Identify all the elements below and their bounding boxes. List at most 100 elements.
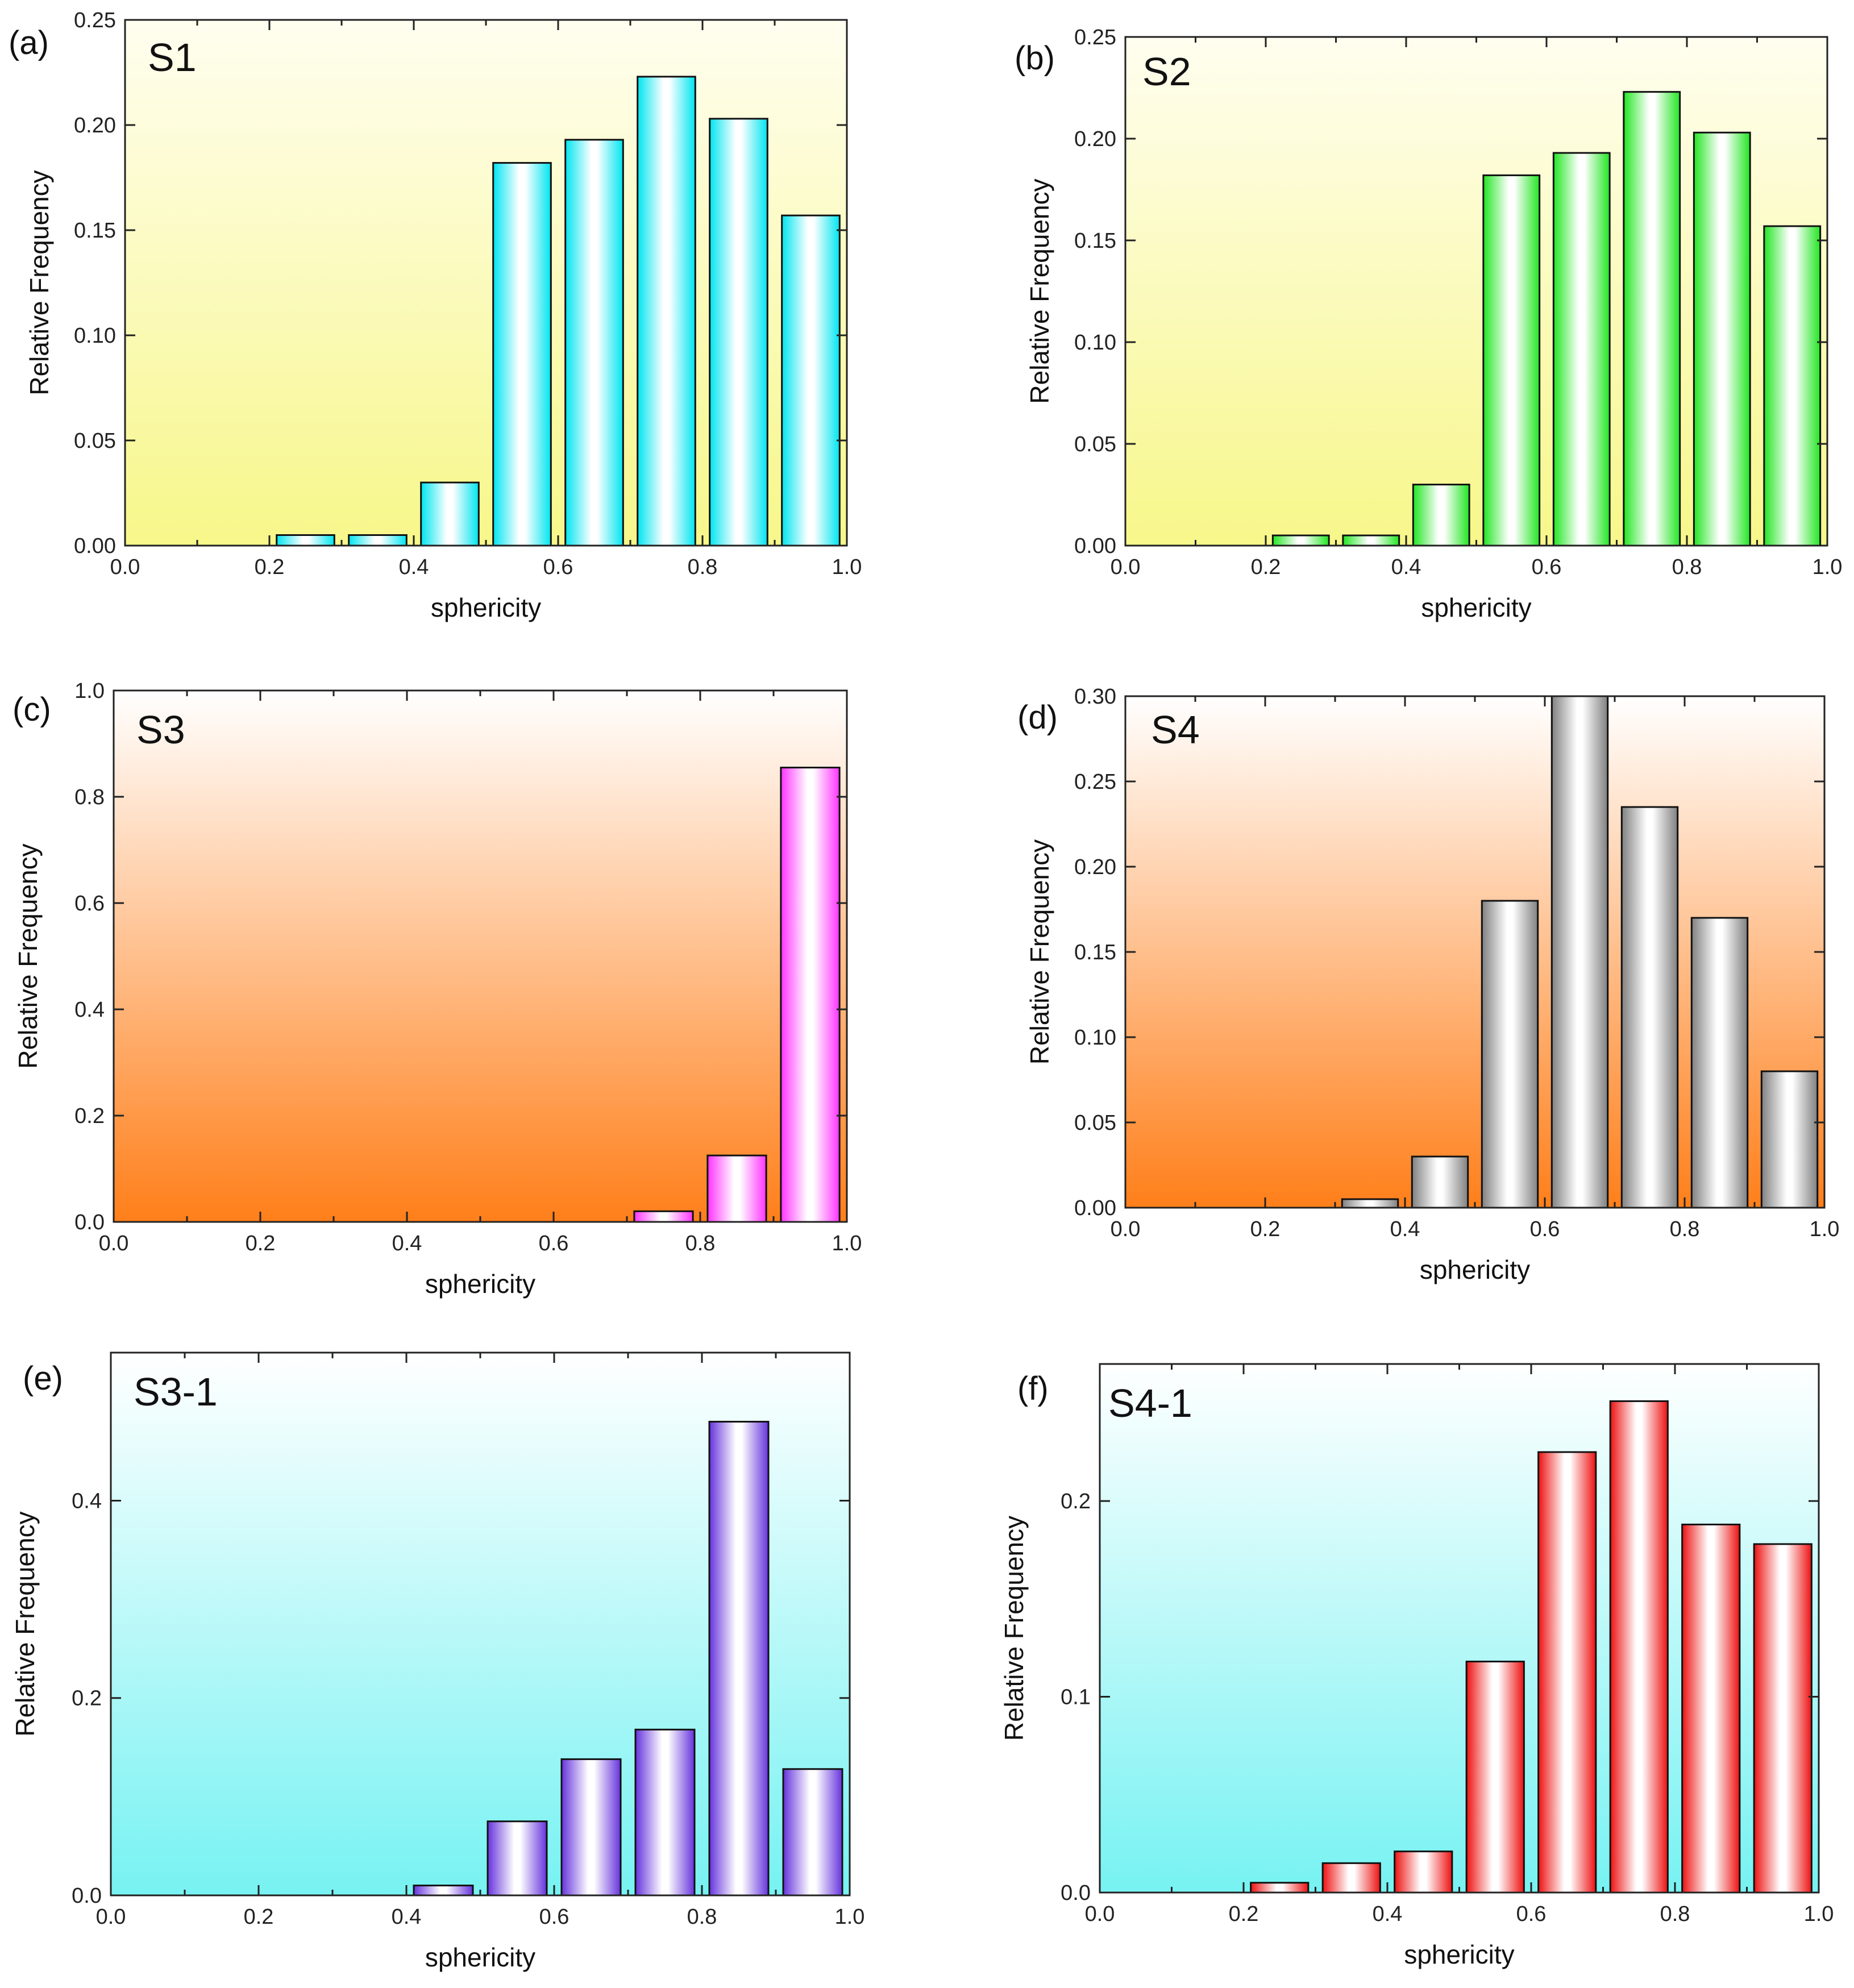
histogram-bar <box>781 214 841 547</box>
x-tick-label: 0.6 <box>539 1905 569 1929</box>
x-tick-label: 0.2 <box>244 1905 274 1929</box>
y-tick-label: 0.00 <box>74 534 116 558</box>
y-axis-label: Relative Frequency <box>24 170 54 395</box>
histogram-bar <box>633 1210 694 1223</box>
x-axis-label: sphericity <box>1404 1940 1514 1969</box>
histogram-bar <box>420 481 480 547</box>
y-tick-label: 1.0 <box>74 679 105 703</box>
x-tick-label: 0.8 <box>687 1905 717 1929</box>
x-tick-label: 1.0 <box>835 1905 865 1929</box>
panel-title: S2 <box>1142 49 1191 94</box>
chart-panel: 0.0 0.2 0.4 0.6 0.8 1.0 0.00 0.05 0.10 0.15 0.20 0.… <box>9 9 862 622</box>
histogram-bar <box>1763 225 1822 547</box>
y-tick-label: 0.4 <box>72 1489 102 1513</box>
x-tick-label: 0.4 <box>1373 1902 1403 1926</box>
x-tick-label: 0.2 <box>1251 555 1281 579</box>
x-axis-label: sphericity <box>1420 1255 1530 1284</box>
y-tick-label: 0.1 <box>1061 1686 1091 1710</box>
y-tick-label: 0.15 <box>1074 941 1116 964</box>
histogram-bar <box>1271 534 1330 547</box>
histogram-bar <box>348 534 408 547</box>
y-tick-label: 0.20 <box>1074 127 1116 151</box>
panel-title: S1 <box>148 35 197 80</box>
x-axis-label: sphericity <box>1421 593 1531 622</box>
x-tick-label: 1.0 <box>1810 1217 1840 1241</box>
x-tick-label: 0.4 <box>399 555 429 579</box>
histogram-bar <box>1465 1661 1525 1894</box>
y-tick-label: 0.0 <box>74 1211 105 1234</box>
x-tick-label: 0.4 <box>392 1232 422 1255</box>
x-tick-label: 0.2 <box>1229 1902 1259 1926</box>
y-tick-label: 0.0 <box>72 1884 102 1908</box>
y-axis-label: Relative Frequency <box>10 1511 40 1736</box>
histogram-bar <box>560 1758 622 1896</box>
y-tick-label: 0.05 <box>74 429 116 453</box>
y-axis-label: Relative Frequency <box>1025 178 1054 404</box>
y-tick-label: 0.10 <box>74 324 116 348</box>
panel-title: S3 <box>136 708 185 752</box>
x-tick-label: 0.2 <box>246 1232 276 1255</box>
histogram-bar <box>1753 1543 1813 1894</box>
histogram-bar <box>1411 1155 1469 1209</box>
y-tick-label: 0.2 <box>72 1687 102 1711</box>
histogram-bar <box>1482 174 1541 547</box>
y-tick-label: 0.00 <box>1074 534 1116 558</box>
x-tick-label: 1.0 <box>1813 555 1843 579</box>
x-tick-label: 0.6 <box>539 1232 569 1255</box>
y-tick-label: 0.15 <box>1074 229 1116 253</box>
x-tick-label: 0.6 <box>543 555 573 579</box>
histogram-bar <box>709 118 768 547</box>
histogram-bar <box>1342 534 1400 547</box>
y-tick-label: 0.00 <box>1074 1196 1116 1220</box>
x-tick-label: 0.6 <box>1532 555 1562 579</box>
x-tick-label: 0.0 <box>1111 555 1141 579</box>
y-axis-label: Relative Frequency <box>1025 839 1054 1064</box>
histogram-bar <box>706 1154 767 1223</box>
histogram-bar <box>634 1728 696 1896</box>
histogram-bar <box>637 76 696 547</box>
y-tick-label: 0.6 <box>74 892 105 916</box>
histogram-bar <box>1681 1523 1741 1894</box>
y-tick-label: 0.0 <box>1061 1881 1091 1905</box>
y-tick-label: 0.10 <box>1074 1026 1116 1050</box>
x-axis-label: sphericity <box>425 1943 535 1972</box>
y-axis-label: Relative Frequency <box>13 843 43 1068</box>
y-tick-label: 0.25 <box>1074 26 1116 49</box>
histogram-bar <box>276 534 335 547</box>
histogram-bar <box>1552 152 1611 547</box>
y-tick-label: 0.2 <box>74 1104 105 1128</box>
histogram-bar <box>1321 1862 1381 1894</box>
panel-letter: (c) <box>13 691 51 728</box>
y-tick-label: 0.4 <box>74 998 105 1022</box>
chart-panel: 0.0 0.2 0.4 0.6 0.8 1.0 0.00 0.05 0.10 0.15 0.20 0.… <box>1015 26 1842 622</box>
chart-panel: 0.0 0.2 0.4 0.6 0.8 1.00.00.20.4sphericityRel… <box>10 1351 865 1972</box>
x-tick-label: 0.0 <box>110 555 140 579</box>
histogram-bar <box>1394 1850 1453 1894</box>
panel-letter: (a) <box>9 24 49 61</box>
panel-letter: (b) <box>1015 40 1055 77</box>
chart-panel: 0.0 0.2 0.4 0.6 0.8 1.0 0.0 0.1 0.2 sphericity Rel… <box>999 1363 1834 1969</box>
x-tick-label: 0.8 <box>685 1232 716 1255</box>
y-tick-label: 0.30 <box>1074 685 1116 709</box>
x-tick-label: 0.0 <box>1111 1217 1141 1241</box>
y-tick-label: 0.25 <box>74 9 116 32</box>
panel-title: S3-1 <box>134 1370 218 1414</box>
x-tick-label: 0.2 <box>255 555 285 579</box>
histogram-bar <box>413 1885 474 1896</box>
y-tick-label: 0.15 <box>74 219 116 243</box>
x-tick-label: 0.0 <box>96 1905 126 1929</box>
histogram-bar <box>1550 695 1609 1209</box>
x-tick-label: 0.6 <box>1530 1217 1560 1241</box>
histogram-bar <box>492 162 552 547</box>
y-tick-label: 0.05 <box>1074 1111 1116 1135</box>
x-tick-label: 0.8 <box>1660 1902 1690 1926</box>
x-tick-label: 0.8 <box>1672 555 1702 579</box>
x-axis-label: sphericity <box>425 1269 535 1299</box>
chart-panel: 0.0 0.2 0.4 0.6 0.8 1.0 0.00 0.05 0.10 0.15 0.20 0.… <box>1017 685 1839 1284</box>
x-tick-label: 0.0 <box>99 1232 129 1255</box>
x-tick-label: 1.0 <box>832 555 862 579</box>
y-tick-label: 0.20 <box>74 114 116 138</box>
x-tick-label: 1.0 <box>1804 1902 1834 1926</box>
histogram-bar <box>1760 1070 1819 1209</box>
x-tick-label: 0.4 <box>392 1905 422 1929</box>
